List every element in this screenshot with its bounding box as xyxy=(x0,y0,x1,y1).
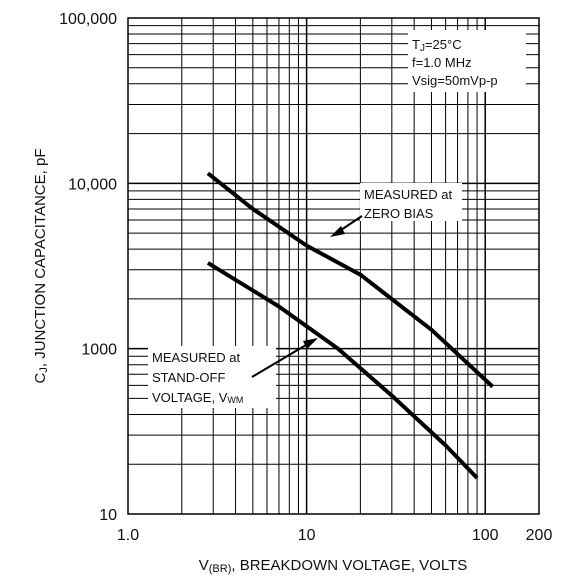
minor-grid xyxy=(128,18,539,514)
condition-frequency: f=1.0 MHz xyxy=(412,55,472,70)
x-tick-label: 200 xyxy=(526,527,553,544)
series-line-2 xyxy=(206,261,479,480)
series-lines xyxy=(206,171,494,480)
annotation-zero-bias-arrowhead xyxy=(330,226,345,237)
condition-vsig: Vsig=50mVp-p xyxy=(412,73,498,88)
y-tick-label: 10,000 xyxy=(68,176,117,193)
annotation-standoff-line3: VOLTAGE, VWM xyxy=(152,390,243,405)
annotation-zero-bias-line2: ZERO BIAS xyxy=(364,206,434,221)
conditions-box xyxy=(408,30,526,92)
annotation-zero-bias-line1: MEASURED at xyxy=(364,187,453,202)
annotation-standoff-line1: MEASURED at xyxy=(152,350,241,365)
annotation-zero-bias-box xyxy=(360,183,462,221)
annotation-standoff-arrow xyxy=(251,344,307,378)
annotation-standoff-arrowhead xyxy=(303,338,318,349)
x-axis-title: V(BR), BREAKDOWN VOLTAGE, VOLTS xyxy=(199,557,468,575)
x-tick-label: 10 xyxy=(298,527,316,544)
annotation-standoff-line2: STAND-OFF xyxy=(152,370,225,385)
x-tick-label: 1.0 xyxy=(117,527,139,544)
x-tick-label: 100 xyxy=(472,527,499,544)
plot-frame xyxy=(127,17,540,515)
y-axis-title: CJ, JUNCTION CAPACITANCE, pF xyxy=(32,149,50,384)
y-tick-label: 1000 xyxy=(81,342,117,359)
y-tick-label: 10 xyxy=(99,507,117,524)
annotation-standoff-box xyxy=(148,346,276,408)
condition-tj: TJ=25°C xyxy=(412,37,462,54)
y-tick-label: 100,000 xyxy=(59,11,117,28)
series-line-1 xyxy=(206,171,494,389)
